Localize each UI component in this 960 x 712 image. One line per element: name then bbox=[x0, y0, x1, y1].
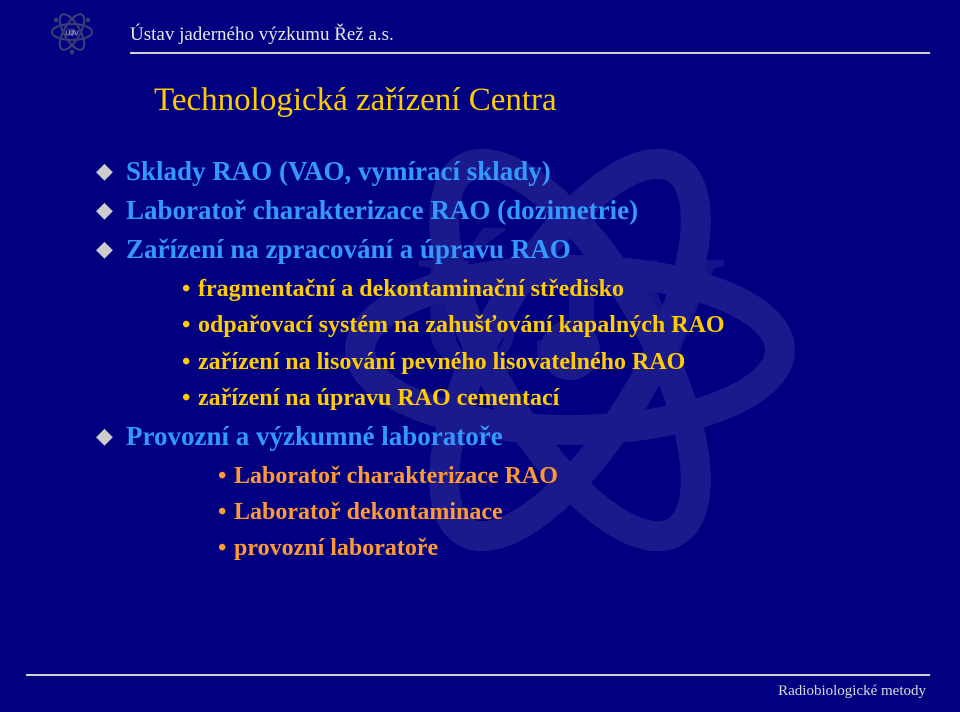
bullet-lisovani: zařízení na lisování pevného lisovatelné… bbox=[182, 346, 896, 378]
bullet-fragmentacni: fragmentační a dekontaminační středisko bbox=[182, 273, 896, 305]
bullet-lab-charakterizace: Laboratoř charakterizace RAO bbox=[218, 460, 896, 492]
slide-title: Technologická zařízení Centra bbox=[154, 82, 557, 119]
org-name: Ústav jaderného výzkumu Řež a.s. bbox=[130, 24, 394, 46]
footer-rule bbox=[26, 674, 930, 676]
content-area: Sklady RAO (VAO, vymírací sklady) Labora… bbox=[96, 150, 896, 569]
bullet-lab-dekontaminace: Laboratoř dekontaminace bbox=[218, 496, 896, 528]
slide: ÚJV ÚJV Ústav jaderného výzkumu Řež a.s.… bbox=[0, 0, 960, 712]
header-rule bbox=[130, 52, 930, 54]
footer-text: Radiobiologické metody bbox=[778, 683, 926, 700]
bullet-cementaci: zařízení na úpravu RAO cementací bbox=[182, 382, 896, 414]
bullet-odparovaci: odpařovací systém na zahušťování kapalný… bbox=[182, 309, 896, 341]
bullet-laborator-charakterizace: Laboratoř charakterizace RAO (dozimetrie… bbox=[96, 195, 896, 226]
svg-text:ÚJV: ÚJV bbox=[65, 29, 79, 38]
bullet-zarizeni: Zařízení na zpracování a úpravu RAO bbox=[96, 234, 896, 265]
bullet-provozni-lab: provozní laboratoře bbox=[218, 532, 896, 564]
bullet-provozni: Provozní a výzkumné laboratoře bbox=[96, 421, 896, 452]
org-logo-icon: ÚJV bbox=[48, 8, 96, 56]
bullet-sklady: Sklady RAO (VAO, vymírací sklady) bbox=[96, 156, 896, 187]
